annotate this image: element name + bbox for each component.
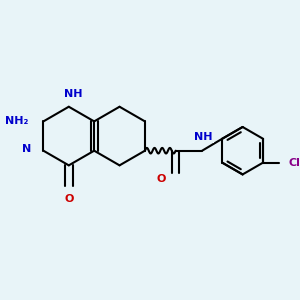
Text: NH₂: NH₂	[5, 116, 28, 126]
Text: NH: NH	[64, 89, 82, 99]
Text: N: N	[22, 144, 31, 154]
Text: O: O	[157, 174, 166, 184]
Text: NH: NH	[194, 132, 213, 142]
Text: Cl: Cl	[288, 158, 300, 168]
Text: O: O	[64, 194, 74, 204]
